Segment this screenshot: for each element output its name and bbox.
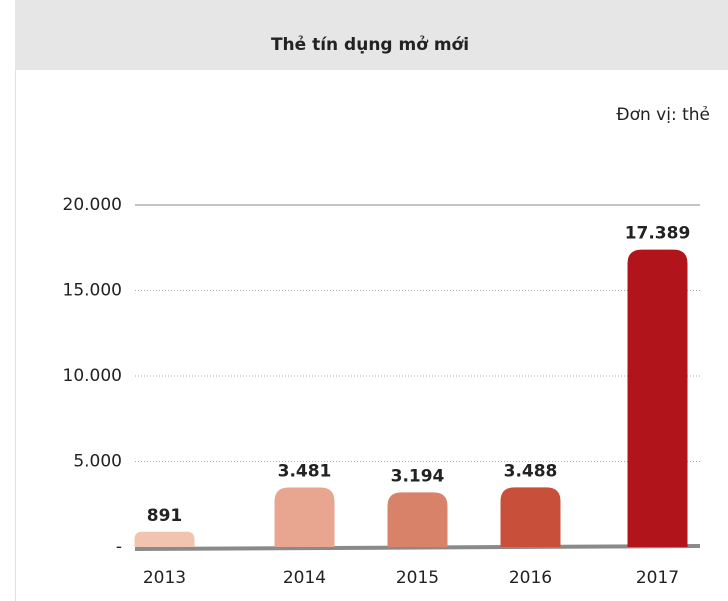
x-tick-label: 2014 — [283, 568, 326, 588]
y-tick-label: - — [116, 537, 122, 557]
y-tick-label: 15.000 — [63, 281, 122, 301]
header-band — [15, 0, 728, 70]
x-tick-label: 2015 — [396, 568, 439, 588]
value-label: 3.488 — [504, 461, 558, 481]
bar — [274, 487, 335, 547]
value-label: 17.389 — [625, 224, 691, 244]
bar — [387, 492, 448, 547]
x-tick-label: 2016 — [509, 568, 552, 588]
value-label: 3.481 — [278, 461, 332, 481]
x-tick-label: 2013 — [143, 568, 186, 588]
y-tick-label: 20.000 — [63, 195, 122, 215]
x-tick-label: 2017 — [636, 568, 679, 588]
y-tick-label: 10.000 — [63, 366, 122, 386]
bar — [627, 249, 688, 547]
grid-line — [134, 544, 701, 551]
bar — [500, 487, 561, 547]
y-tick-label: 5.000 — [73, 452, 122, 472]
unit-note: Đơn vị: thẻ — [616, 105, 710, 125]
chart-title: Thẻ tín dụng mở mới — [271, 35, 469, 55]
value-label: 891 — [147, 506, 183, 526]
value-label: 3.194 — [391, 466, 445, 486]
bar — [134, 531, 195, 547]
